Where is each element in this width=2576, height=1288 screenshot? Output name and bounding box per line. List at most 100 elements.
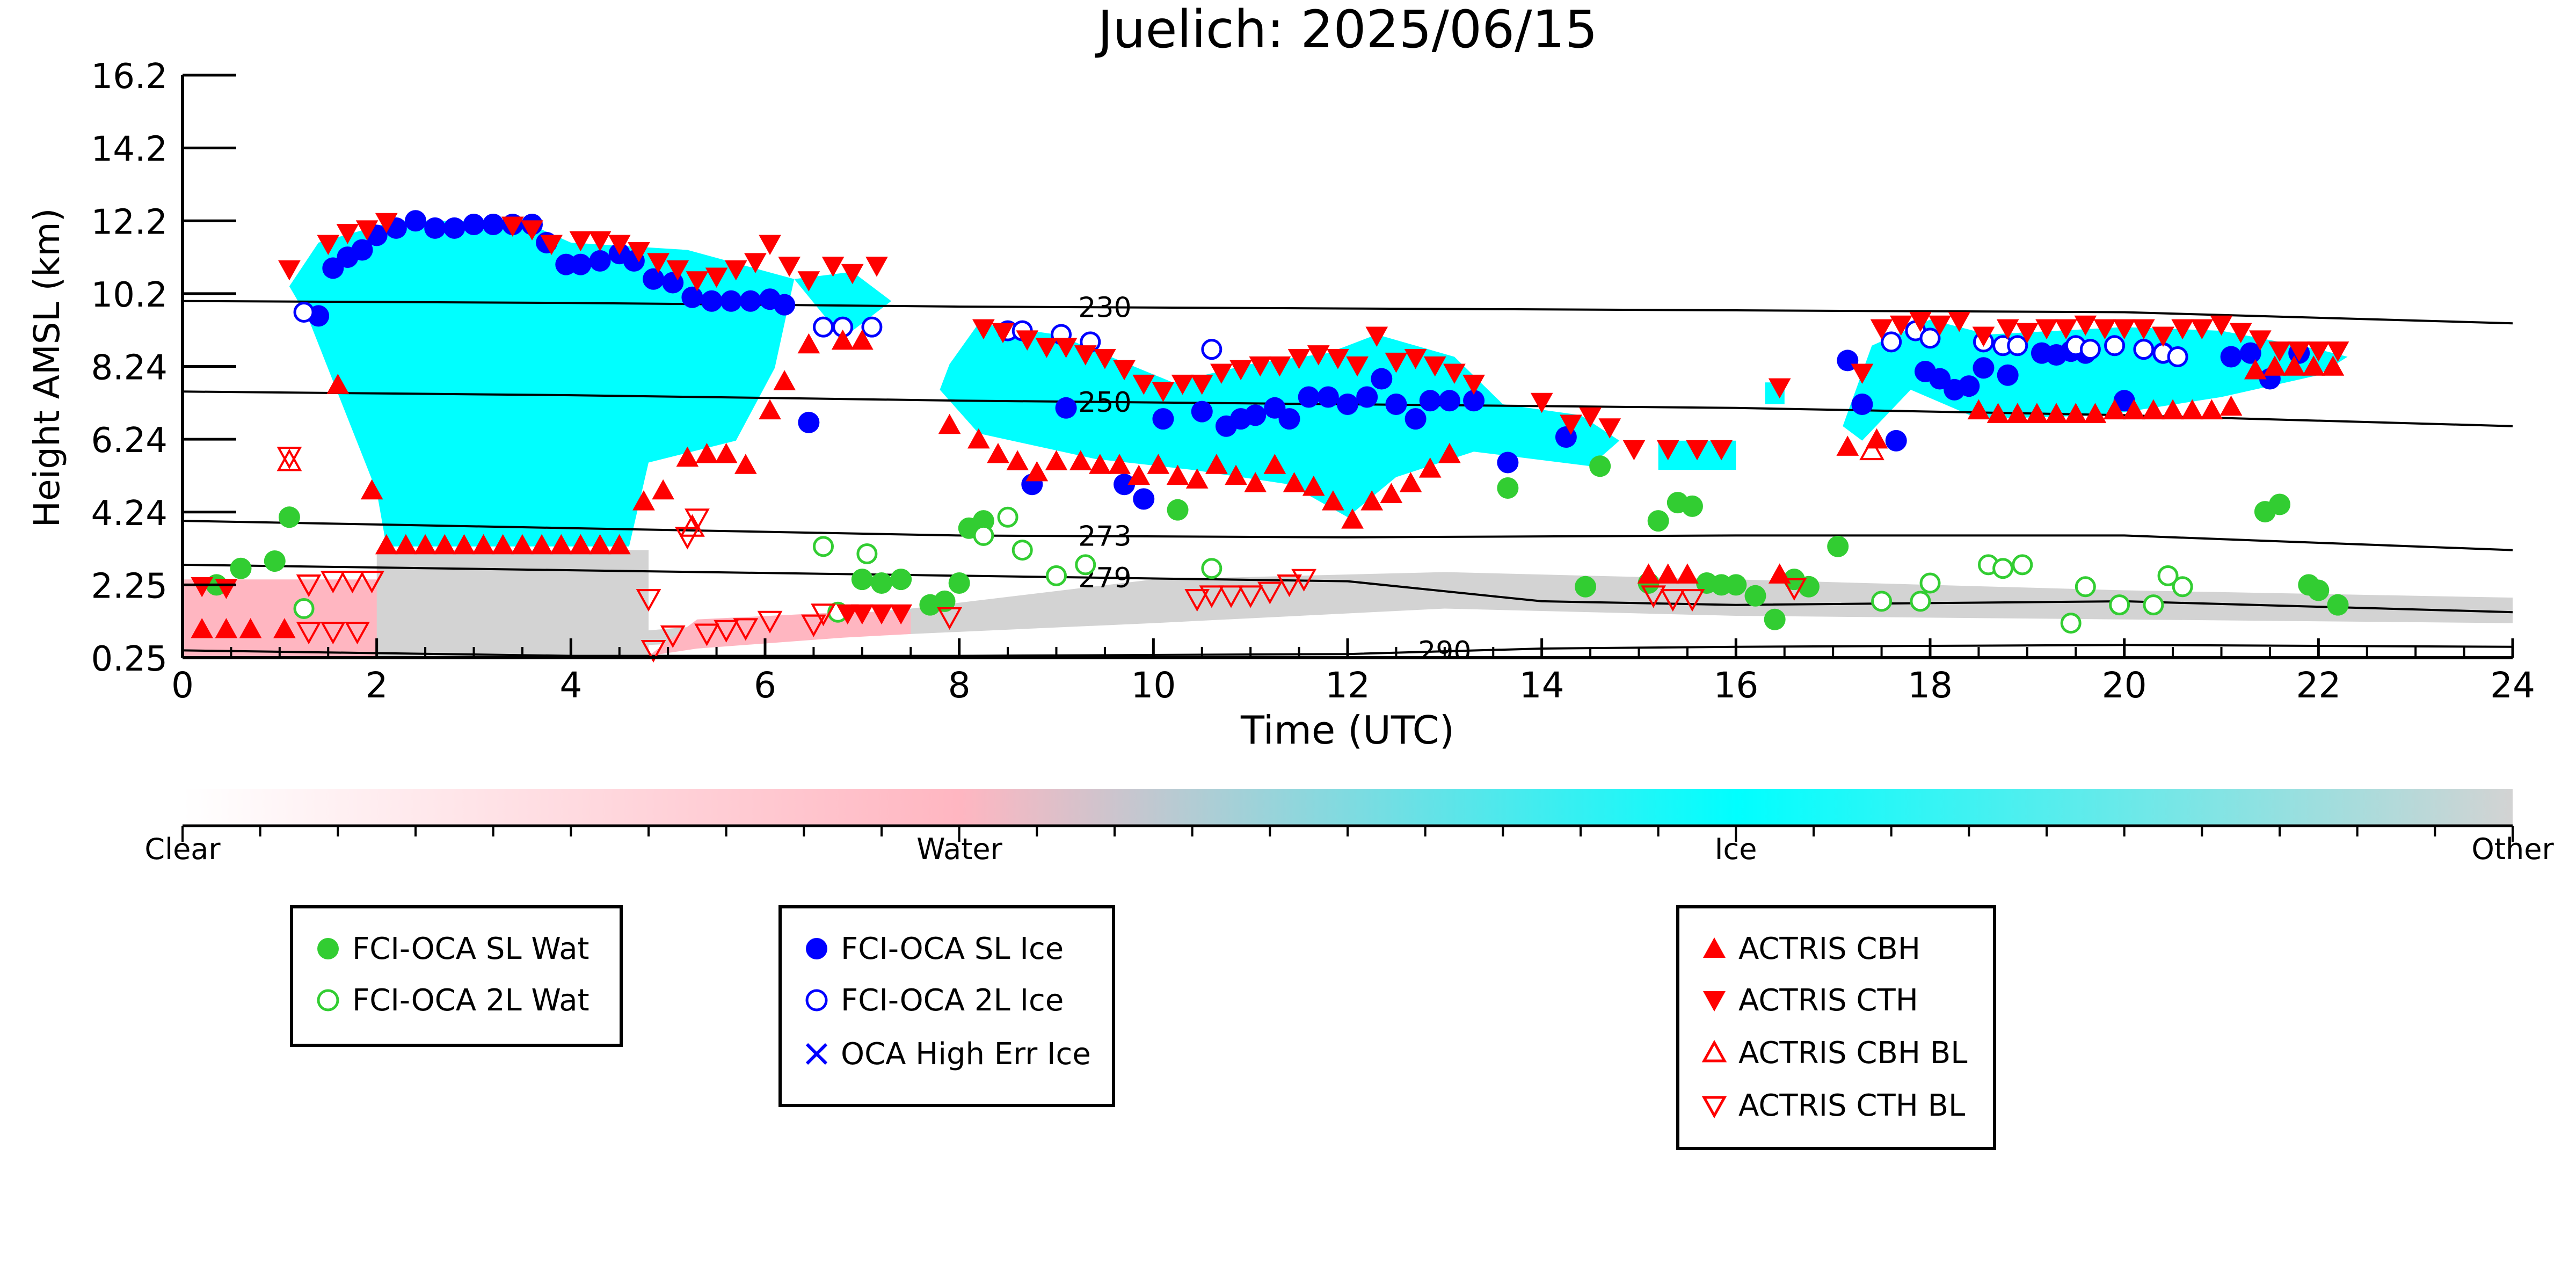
data-point xyxy=(778,257,801,277)
data-point xyxy=(1244,472,1267,492)
data-point xyxy=(674,527,700,550)
x-tick-label: 14 xyxy=(1519,665,1564,706)
data-point xyxy=(1438,390,1460,412)
data-point xyxy=(1992,558,2014,579)
y-tick-label: 12.2 xyxy=(91,202,168,242)
data-point xyxy=(2060,613,2082,634)
data-point xyxy=(1210,363,1233,384)
data-point xyxy=(1218,585,1244,608)
data-point xyxy=(759,235,781,255)
data-point xyxy=(1851,363,1874,384)
data-point xyxy=(715,442,738,463)
data-point xyxy=(2171,319,2194,340)
data-point xyxy=(1929,315,1951,336)
data-point xyxy=(871,572,892,594)
data-point xyxy=(1152,382,1175,402)
data-point xyxy=(1006,450,1029,471)
colorbar-ticks xyxy=(181,824,2514,842)
filled-green-circle-icon xyxy=(317,938,339,959)
legend-label: FCI-OCA 2L Ice xyxy=(841,983,1064,1018)
data-point xyxy=(326,374,350,394)
data-point xyxy=(433,534,456,555)
data-point xyxy=(317,235,340,255)
y-tick-label: 10.2 xyxy=(91,275,168,315)
data-point xyxy=(652,479,674,500)
x-tick-label: 22 xyxy=(2296,665,2341,706)
data-point xyxy=(2026,403,2048,423)
data-point xyxy=(569,534,592,555)
data-point xyxy=(660,625,686,649)
data-point xyxy=(686,271,709,292)
data-point xyxy=(1710,440,1733,461)
data-point xyxy=(972,510,994,532)
data-point xyxy=(1909,311,1932,332)
data-point xyxy=(1114,474,1136,496)
data-point xyxy=(1322,490,1344,511)
data-point xyxy=(1166,464,1189,485)
data-point xyxy=(641,640,666,663)
data-point xyxy=(1973,357,1995,379)
data-point xyxy=(1827,535,1849,557)
data-point xyxy=(296,622,322,645)
legend-entry-2l-ice: FCI-OCA 2L Ice xyxy=(798,981,1064,1019)
data-point xyxy=(296,574,322,598)
data-point xyxy=(1191,401,1213,423)
data-point xyxy=(757,610,783,634)
data-point xyxy=(705,267,728,288)
legend-label: ACTRIS CTH BL xyxy=(1738,1088,1966,1123)
open-blue-circle-icon xyxy=(805,989,828,1012)
x-tick-label: 16 xyxy=(1713,665,1758,706)
data-point xyxy=(831,329,854,350)
data-point xyxy=(2104,335,2126,356)
series-fci-oca-2l-wat xyxy=(293,506,2193,634)
legend-ice: FCI-OCA SL Ice FCI-OCA 2L Ice OCA High E… xyxy=(778,905,1115,1107)
data-point xyxy=(2181,399,2204,420)
x-tick-label: 24 xyxy=(2490,665,2535,706)
data-point xyxy=(2103,399,2126,420)
data-point xyxy=(992,323,1014,344)
data-point xyxy=(1307,345,1330,366)
data-point xyxy=(1152,408,1174,430)
data-point xyxy=(972,319,995,340)
data-point xyxy=(336,224,359,244)
isotherm-273 xyxy=(183,520,2513,551)
data-point xyxy=(1055,397,1077,419)
data-point xyxy=(215,618,238,638)
data-point xyxy=(628,242,650,263)
data-point xyxy=(1686,440,1708,461)
data-point xyxy=(1575,576,1597,598)
data-point xyxy=(1870,319,1893,340)
x-tick-label: 4 xyxy=(559,665,582,706)
x-tick-label: 10 xyxy=(1131,665,1176,706)
data-point xyxy=(890,569,912,591)
data-point xyxy=(1419,390,1441,412)
data-point xyxy=(2288,341,2311,362)
data-point xyxy=(191,618,214,638)
data-point xyxy=(273,618,296,638)
data-point xyxy=(2307,341,2330,362)
retrieval-markers xyxy=(191,210,2349,663)
data-point xyxy=(841,264,864,285)
data-point xyxy=(1287,349,1311,369)
data-point xyxy=(2015,323,2039,344)
data-point xyxy=(2248,330,2272,351)
data-point xyxy=(1283,472,1306,492)
data-point xyxy=(695,442,718,463)
data-point xyxy=(851,569,873,591)
legend-entry-cth: ACTRIS CTH xyxy=(1695,981,1918,1019)
data-point xyxy=(948,572,970,594)
data-point xyxy=(2157,565,2179,586)
data-point xyxy=(1337,394,1358,416)
data-point xyxy=(463,214,485,236)
data-point xyxy=(589,250,611,272)
isotherm-label: 250 xyxy=(1078,387,1131,419)
data-point xyxy=(2074,315,2097,336)
data-point xyxy=(1589,455,1611,477)
data-point xyxy=(636,589,661,612)
data-point xyxy=(890,604,913,625)
data-point xyxy=(1622,440,1646,461)
data-point xyxy=(1229,360,1252,381)
data-point xyxy=(774,294,796,316)
open-red-triangle-down-icon xyxy=(1701,1096,1727,1119)
data-point xyxy=(1418,457,1442,478)
